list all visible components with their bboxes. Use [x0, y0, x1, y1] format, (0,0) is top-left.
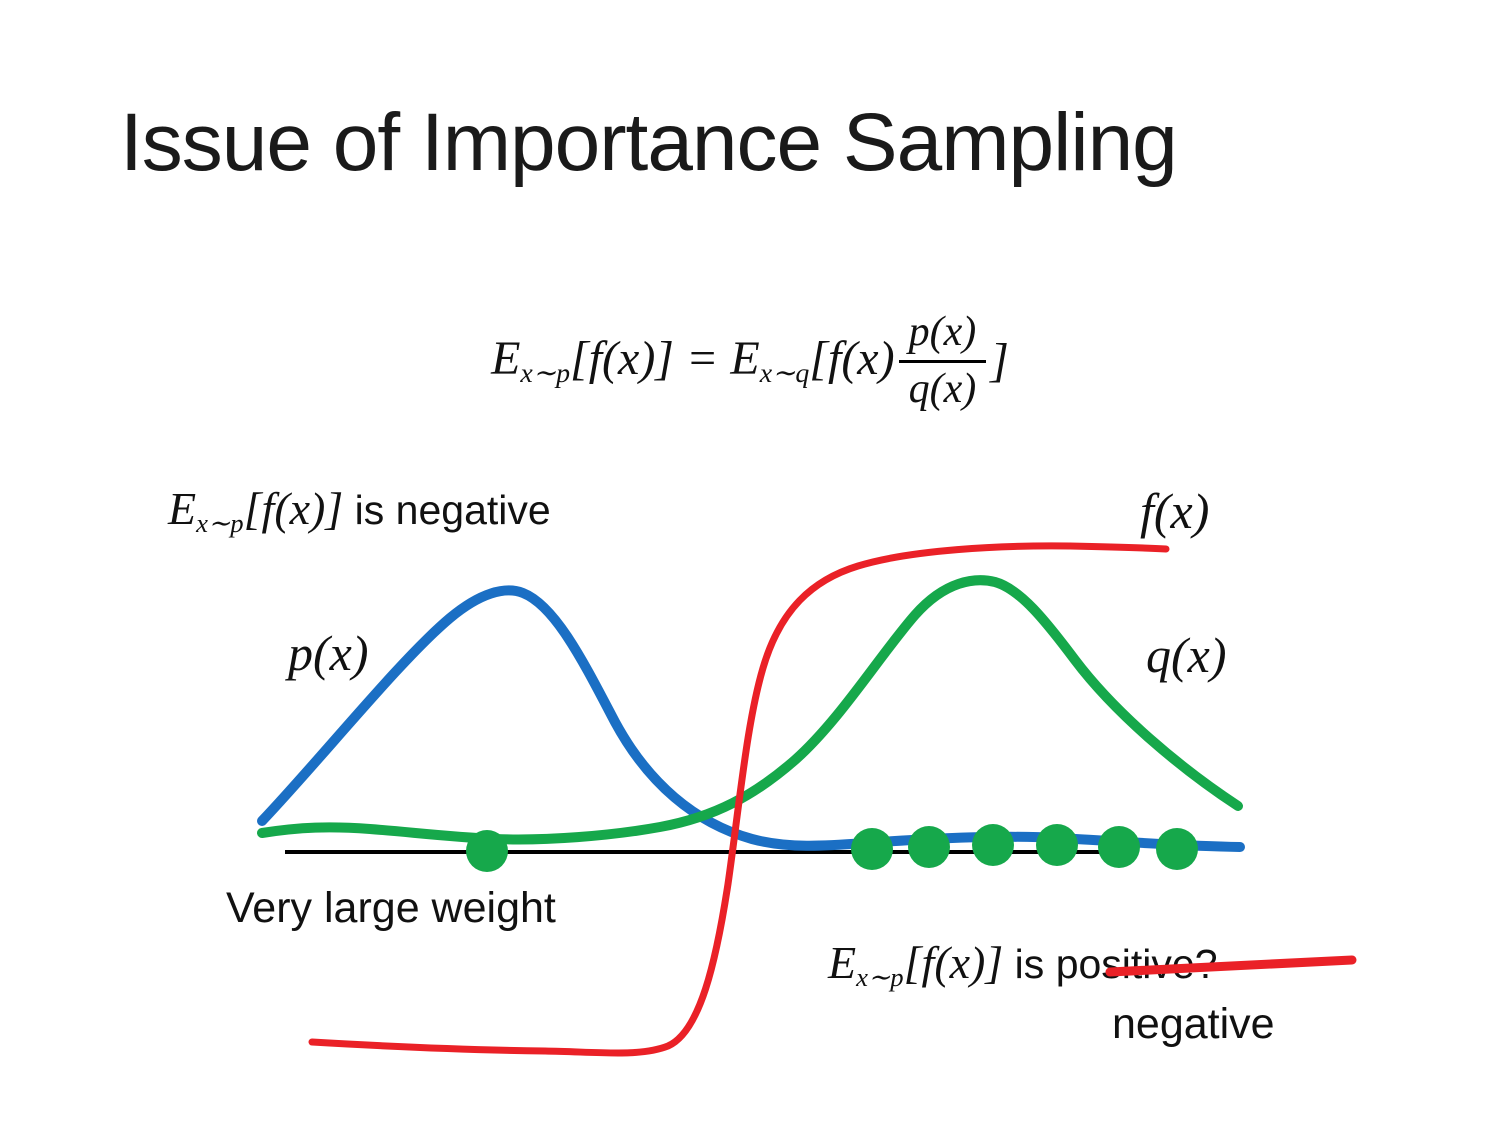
- px-curve-label: p(x): [288, 625, 369, 681]
- ann-pos-is: is: [1003, 941, 1056, 987]
- sample-dot: [1156, 828, 1198, 870]
- ann-pos-sub: x∼p: [856, 962, 904, 992]
- sample-dot: [972, 824, 1014, 866]
- sample-dot: [908, 826, 950, 868]
- p-distribution-curve: [257, 585, 1245, 852]
- formula-sub1: x∼p: [520, 358, 571, 389]
- formula-E1: E: [491, 332, 521, 385]
- ann-neg-E: E: [168, 483, 197, 534]
- ann-pos-struck-word: positive?: [1055, 941, 1218, 987]
- ann-pos-E: E: [828, 937, 857, 988]
- formula-close-bracket: ]: [990, 334, 1009, 387]
- ann-neg-sub: x∼p: [196, 508, 244, 538]
- formula-fraction: p(x) q(x): [898, 308, 987, 413]
- ann-neg-bracket: [f(x)]: [243, 483, 344, 534]
- fx-curve-label: f(x): [1140, 483, 1210, 539]
- sample-dot: [1036, 824, 1078, 866]
- ann-pos-bracket: [f(x)]: [903, 937, 1004, 988]
- formula-E2: E: [730, 332, 760, 385]
- sample-dot: [1098, 826, 1140, 868]
- formula-left-part: Ex∼p[f(x)] = Ex∼q[f(x): [491, 331, 895, 390]
- fraction-numerator: p(x): [898, 308, 987, 363]
- formula-mid1: [f(x)] =: [570, 332, 731, 385]
- formula-mid2: [f(x): [809, 332, 895, 385]
- expectation-positive-annotation: Ex∼p[f(x)] is positive?: [828, 936, 1218, 993]
- sample-dot: [851, 828, 893, 870]
- formula-sub2: x∼q: [759, 358, 810, 389]
- slide-title: Issue of Importance Sampling: [120, 97, 1178, 188]
- fraction-denominator: q(x): [908, 366, 977, 412]
- qx-curve-label: q(x): [1146, 627, 1227, 683]
- very-large-weight-annotation: Very large weight: [226, 884, 556, 932]
- q-distribution-curve: [257, 575, 1243, 845]
- importance-sampling-formula: Ex∼p[f(x)] = Ex∼q[f(x) p(x) q(x) ]: [0, 308, 1500, 413]
- large-weight-sample-dot: [466, 830, 508, 872]
- negative-correction-label: negative: [1112, 1000, 1275, 1048]
- expectation-negative-annotation: Ex∼p[f(x)] is negative: [168, 482, 551, 539]
- ann-neg-text: is negative: [343, 487, 551, 533]
